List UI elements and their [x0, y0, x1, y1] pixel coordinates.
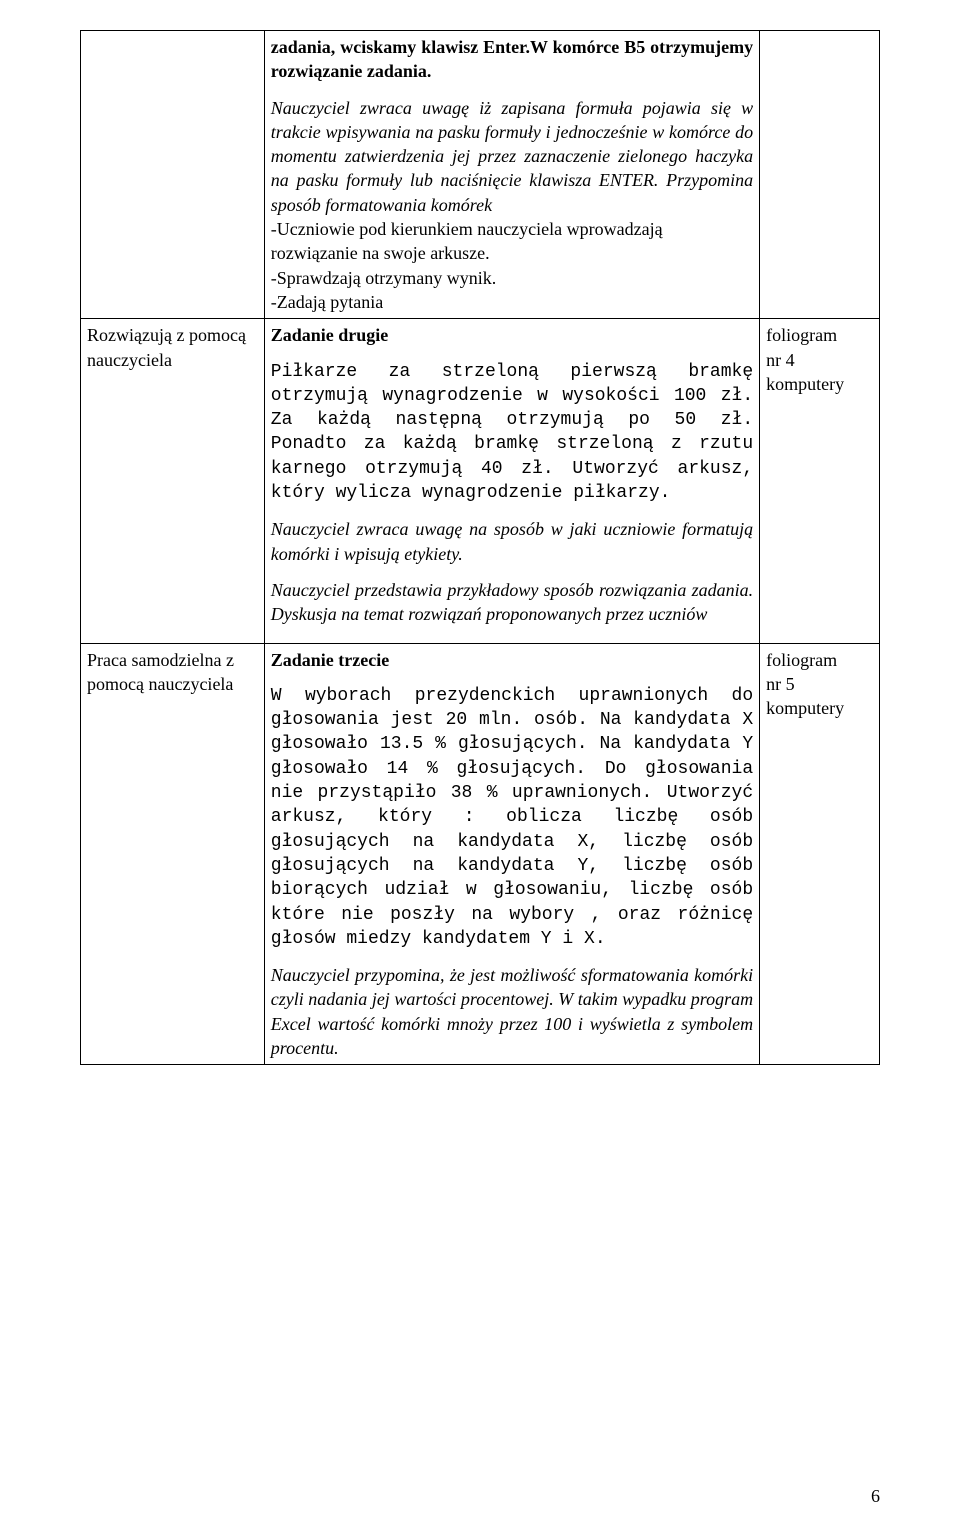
row2-col3-l2: nr 4	[766, 348, 873, 372]
row2-col3-l3: komputery	[766, 372, 873, 396]
row3-mono-task: W wyborach prezydenckich uprawnionych do…	[271, 684, 753, 951]
table-row-2: Rozwiązują z pomocą nauczyciela Zadanie …	[81, 319, 880, 643]
lesson-plan-table: zadania, wciskamy klawisz Enter.W komórc…	[80, 30, 880, 1065]
row2-col1: Rozwiązują z pomocą nauczyciela	[81, 319, 265, 643]
row2-italic1: Nauczyciel zwraca uwagę na sposób w jaki…	[271, 517, 753, 566]
row2-col3-l1: foliogram	[766, 323, 873, 347]
table-row-1: zadania, wciskamy klawisz Enter.W komórc…	[81, 31, 880, 319]
page-number: 6	[871, 1486, 880, 1507]
row3-col1: Praca samodzielna z pomocą nauczyciela	[81, 643, 265, 1065]
row3-italic1: Nauczyciel przypomina, że jest możliwość…	[271, 963, 753, 1060]
row2-mono-task: Piłkarze za strzeloną pierwszą bramkę ot…	[271, 360, 753, 506]
row3-col1-text: Praca samodzielna z pomocą nauczyciela	[87, 650, 234, 694]
row1-col2-content: zadania, wciskamy klawisz Enter.W komórc…	[264, 31, 759, 319]
row3-col3-l2: nr 5	[766, 672, 873, 696]
row3-col2-content: Zadanie trzecie W wyborach prezydenckich…	[264, 643, 759, 1065]
row3-col3-l3: komputery	[766, 696, 873, 720]
document-page: zadania, wciskamy klawisz Enter.W komórc…	[0, 0, 960, 1533]
row3-title: Zadanie trzecie	[271, 648, 753, 672]
row1-col1-empty	[81, 31, 265, 319]
row1-line4: -Sprawdzają otrzymany wynik.	[271, 266, 753, 290]
row1-line5: -Zadają pytania	[271, 290, 753, 314]
row3-col3: foliogram nr 5 komputery	[760, 643, 880, 1065]
row1-bold-text: zadania, wciskamy klawisz Enter.W komórc…	[271, 35, 753, 84]
row1-line3b: rozwiązanie na swoje arkusze.	[271, 241, 753, 265]
row1-line3: -Uczniowie pod kierunkiem nauczyciela wp…	[271, 217, 753, 241]
row2-col3: foliogram nr 4 komputery	[760, 319, 880, 643]
table-row-3: Praca samodzielna z pomocą nauczyciela Z…	[81, 643, 880, 1065]
row1-italic-note: Nauczyciel zwraca uwagę iż zapisana form…	[271, 96, 753, 217]
row2-col2-content: Zadanie drugie Piłkarze za strzeloną pie…	[264, 319, 759, 643]
row1-col3-empty	[760, 31, 880, 319]
row3-col3-l1: foliogram	[766, 648, 873, 672]
row2-col1-text: Rozwiązują z pomocą nauczyciela	[87, 325, 246, 369]
row2-italic2: Nauczyciel przedstawia przykładowy sposó…	[271, 578, 753, 627]
row2-title: Zadanie drugie	[271, 323, 753, 347]
